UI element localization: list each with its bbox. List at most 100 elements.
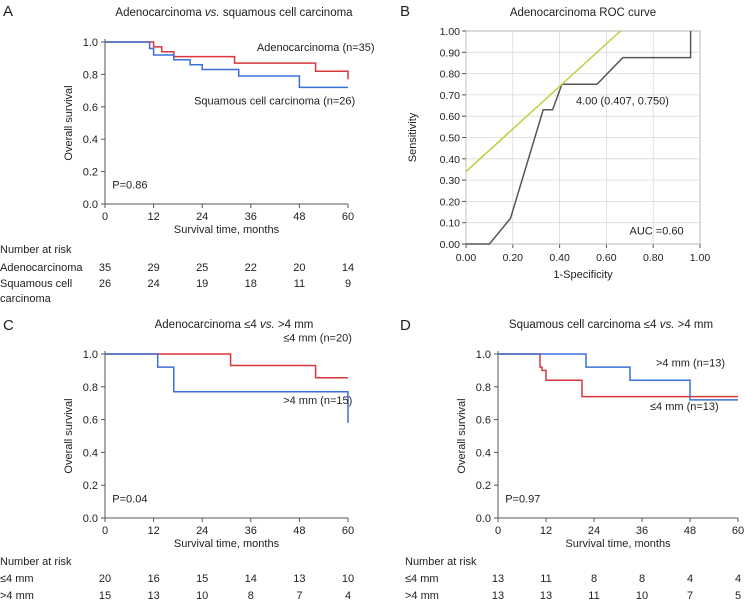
title-part: >4 mm bbox=[275, 319, 314, 331]
risk-count: 16 bbox=[147, 573, 159, 585]
annotation-label: >4 mm (n=13) bbox=[656, 357, 725, 369]
y-axis-label: Overall survival bbox=[63, 398, 75, 473]
risk-count: 4 bbox=[735, 573, 741, 585]
x-tick-label: 0.00 bbox=[456, 252, 477, 264]
series-line-1 bbox=[498, 353, 738, 398]
y-tick-label: 1.0 bbox=[83, 349, 98, 361]
y-tick-label: 0.30 bbox=[440, 175, 461, 187]
risk-count: 18 bbox=[245, 278, 257, 290]
risk-count: 10 bbox=[636, 590, 648, 602]
risk-count: 19 bbox=[196, 278, 208, 290]
chart-title-b: Adenocarcinoma ROC curve bbox=[510, 7, 656, 19]
risk-count: 13 bbox=[147, 590, 159, 602]
series-line-1 bbox=[105, 353, 348, 379]
y-tick-label: 0.70 bbox=[440, 90, 461, 102]
y-tick-label: 0.8 bbox=[476, 382, 491, 394]
x-tick-label: 0.40 bbox=[549, 252, 570, 264]
risk-count: 26 bbox=[99, 278, 111, 290]
risk-count: 8 bbox=[591, 573, 597, 585]
x-tick-label: 0 bbox=[495, 525, 501, 537]
x-tick-label: 60 bbox=[342, 211, 354, 223]
risk-count: 5 bbox=[735, 590, 741, 602]
y-tick-label: 0.60 bbox=[440, 111, 461, 123]
x-tick-label: 0.20 bbox=[503, 252, 524, 264]
x-tick-label: 1.00 bbox=[690, 252, 711, 264]
title-part: squamous cell carcinoma bbox=[220, 7, 354, 19]
risk-count: 4 bbox=[345, 590, 351, 602]
risk-count: 20 bbox=[293, 262, 305, 274]
risk-count: 29 bbox=[147, 262, 159, 274]
x-tick-label: 0.60 bbox=[596, 252, 617, 264]
risk-count: 4 bbox=[687, 573, 693, 585]
chart-title-d: Squamous cell carcinoma ≤4 vs. >4 mm bbox=[509, 319, 713, 331]
annotation-label: ≤4 mm (n=20) bbox=[283, 333, 352, 345]
panel-label-b: B bbox=[400, 3, 410, 20]
x-tick-label: 24 bbox=[196, 211, 208, 223]
risk-count: 20 bbox=[99, 573, 111, 585]
x-tick-label: 24 bbox=[588, 525, 600, 537]
y-tick-label: 0.6 bbox=[83, 415, 98, 427]
x-tick-label: 36 bbox=[245, 525, 257, 537]
y-tick-label: 1.0 bbox=[83, 37, 98, 49]
y-tick-label: 0.80 bbox=[440, 69, 461, 81]
risk-count: 14 bbox=[342, 262, 354, 274]
y-tick-label: 0.20 bbox=[440, 196, 461, 208]
y-tick-label: 0.0 bbox=[83, 199, 98, 211]
title-part: vs. bbox=[660, 319, 675, 331]
title-part: Adenocarcinoma ROC curve bbox=[510, 7, 656, 19]
risk-table-header: Number at risk bbox=[0, 556, 72, 568]
x-axis-label: 1-Specificity bbox=[553, 269, 613, 281]
series-line-2 bbox=[498, 353, 738, 401]
p-value-label: P=0.97 bbox=[505, 493, 540, 505]
x-tick-label: 24 bbox=[196, 525, 208, 537]
panel-c: C Adenocarcinoma ≤4 vs. >4 mm0 12 24 36 48 600… bbox=[0, 317, 354, 602]
series-line-2 bbox=[105, 41, 348, 89]
y-tick-label: 0.50 bbox=[440, 133, 461, 145]
risk-count: 10 bbox=[196, 590, 208, 602]
series-line-1 bbox=[466, 31, 692, 245]
risk-count: 15 bbox=[99, 590, 111, 602]
p-value-label: P=0.04 bbox=[112, 493, 147, 505]
annotation-label: ≤4 mm (n=13) bbox=[650, 401, 719, 413]
title-part: vs. bbox=[260, 319, 275, 331]
risk-count: 15 bbox=[196, 573, 208, 585]
y-tick-label: 0.2 bbox=[83, 480, 98, 492]
annotation-label: 4.00 (0.407, 0.750) bbox=[576, 95, 669, 107]
risk-count: 8 bbox=[248, 590, 254, 602]
risk-count: 13 bbox=[540, 590, 552, 602]
risk-count: 24 bbox=[147, 278, 159, 290]
risk-row-label: carcinoma bbox=[0, 293, 52, 305]
x-tick-label: 48 bbox=[293, 525, 305, 537]
y-tick-label: 0.90 bbox=[440, 47, 461, 59]
x-tick-label: 12 bbox=[147, 525, 159, 537]
panel-a: A Adenocarcinoma vs. squamous cell carcin… bbox=[0, 3, 375, 305]
risk-count: 11 bbox=[540, 573, 551, 585]
y-tick-label: 0.6 bbox=[476, 415, 491, 427]
y-tick-label: 0.6 bbox=[83, 102, 98, 114]
panel-label-a: A bbox=[3, 3, 13, 20]
risk-row-label: Adenocarcinoma bbox=[0, 262, 83, 274]
x-tick-label: 12 bbox=[540, 525, 552, 537]
title-part: Adenocarcinoma ≤4 bbox=[155, 319, 260, 331]
risk-row-label: >4 mm bbox=[0, 590, 34, 602]
risk-count: 7 bbox=[296, 590, 302, 602]
x-tick-label: 12 bbox=[147, 211, 159, 223]
x-axis-label: Survival time, months bbox=[174, 538, 280, 550]
x-axis-label: Survival time, months bbox=[565, 538, 671, 550]
risk-count: 8 bbox=[639, 573, 645, 585]
x-tick-label: 36 bbox=[245, 211, 257, 223]
y-axis-label: Sensitivity bbox=[407, 112, 419, 162]
x-tick-label: 0.80 bbox=[643, 252, 664, 264]
chart-title-a: Adenocarcinoma vs. squamous cell carcino… bbox=[115, 7, 353, 19]
series-line-2 bbox=[465, 30, 621, 173]
risk-table-header: Number at risk bbox=[0, 244, 72, 256]
annotation-label: AUC =0.60 bbox=[629, 225, 683, 237]
risk-count: 22 bbox=[245, 262, 257, 274]
series-line-2 bbox=[105, 353, 349, 423]
annotation-label: Squamous cell carcinoma (n=26) bbox=[194, 95, 355, 107]
risk-count: 11 bbox=[588, 590, 599, 602]
panel-label-c: C bbox=[3, 317, 14, 334]
title-part: Squamous cell carcinoma ≤4 bbox=[509, 319, 660, 331]
chart-title-c: Adenocarcinoma ≤4 vs. >4 mm bbox=[155, 319, 314, 331]
risk-row-label: >4 mm bbox=[405, 590, 439, 602]
